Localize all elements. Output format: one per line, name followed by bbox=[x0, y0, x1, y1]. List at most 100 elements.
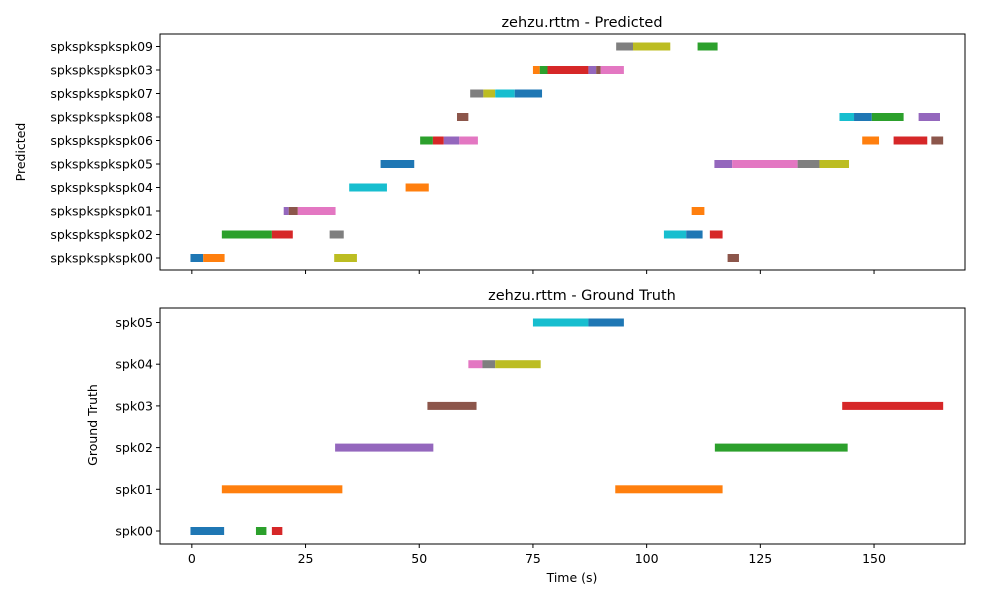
predicted-bar-spkspkspkspk06-21 bbox=[420, 136, 433, 145]
predicted-y-tick-label: spkspkspkspk03 bbox=[50, 63, 153, 78]
predicted-title: zehzu.rttm - Predicted bbox=[501, 15, 662, 31]
predicted-y-tick-label: spkspkspkspk01 bbox=[50, 204, 153, 219]
ground-truth-bar-spk04-10 bbox=[482, 360, 496, 369]
predicted-bar-spkspkspkspk03-40 bbox=[588, 66, 597, 74]
predicted-bar-spkspkspkspk05-17 bbox=[714, 160, 733, 168]
predicted-bar-spkspkspkspk01-11 bbox=[288, 207, 298, 215]
ground-truth-y-tick-label: spk04 bbox=[115, 357, 153, 372]
predicted-bar-spkspkspkspk01-12 bbox=[297, 207, 336, 215]
ground-truth-bar-spk05-12 bbox=[532, 318, 589, 327]
ground-truth-bar-spk05-13 bbox=[588, 318, 624, 327]
predicted-panel: zehzu.rttm - Predicted Predicted spkspks… bbox=[13, 15, 966, 274]
ground-truth-bar-spk00-2 bbox=[271, 527, 283, 535]
ground-truth-panel: zehzu.rttm - Ground Truth Ground Truth s… bbox=[85, 288, 966, 585]
predicted-bar-spkspkspkspk02-6 bbox=[329, 230, 344, 239]
predicted-bar-spkspkspkspk07-36 bbox=[514, 89, 543, 98]
predicted-bar-spkspkspkspk02-5 bbox=[271, 230, 293, 239]
predicted-bar-spkspkspkspk08-32 bbox=[918, 113, 940, 121]
predicted-bar-spkspkspkspk04-15 bbox=[405, 183, 429, 192]
predicted-bar-spkspkspkspk06-24 bbox=[459, 136, 478, 145]
predicted-bars bbox=[190, 42, 944, 262]
predicted-bar-spkspkspkspk08-29 bbox=[839, 113, 855, 121]
predicted-bar-spkspkspkspk01-13 bbox=[691, 207, 705, 215]
predicted-bar-spkspkspkspk07-34 bbox=[483, 89, 496, 98]
predicted-y-tick-label: spkspkspkspk04 bbox=[50, 180, 153, 195]
predicted-bar-spkspkspkspk03-42 bbox=[600, 66, 624, 74]
ground-truth-x-tick-label: 75 bbox=[525, 551, 541, 566]
predicted-bar-spkspkspkspk05-16 bbox=[380, 160, 415, 168]
ground-truth-bar-spk04-11 bbox=[495, 360, 541, 369]
predicted-bar-spkspkspkspk04-14 bbox=[349, 183, 387, 192]
predicted-bar-spkspkspkspk02-8 bbox=[686, 230, 703, 239]
predicted-bar-spkspkspkspk08-30 bbox=[854, 113, 872, 121]
predicted-bar-spkspkspkspk01-10 bbox=[283, 207, 289, 215]
predicted-bar-spkspkspkspk05-19 bbox=[797, 160, 820, 168]
predicted-bar-spkspkspkspk00-0 bbox=[190, 254, 204, 262]
predicted-bar-spkspkspkspk09-43 bbox=[616, 42, 633, 51]
predicted-bar-spkspkspkspk02-4 bbox=[221, 230, 272, 239]
ground-truth-y-tick-label: spk00 bbox=[115, 524, 153, 539]
ground-truth-bar-spk00-1 bbox=[255, 527, 267, 535]
predicted-bar-spkspkspkspk00-3 bbox=[727, 254, 739, 262]
ground-truth-y-tick-label: spk02 bbox=[115, 440, 153, 455]
predicted-y-tick-label: spkspkspkspk07 bbox=[50, 86, 153, 101]
ground-truth-bar-spk03-7 bbox=[427, 401, 477, 410]
predicted-bar-spkspkspkspk08-31 bbox=[871, 113, 904, 121]
ground-truth-plot-frame bbox=[159, 307, 966, 545]
predicted-y-ticks: spkspkspkspk00 spkspkspkspk02 spkspkspkspk… bbox=[50, 39, 160, 266]
ground-truth-bar-spk01-4 bbox=[615, 485, 723, 494]
predicted-y-tick-label: spkspkspkspk02 bbox=[50, 227, 153, 242]
predicted-bar-spkspkspkspk09-45 bbox=[697, 42, 718, 51]
predicted-plot-frame bbox=[159, 33, 966, 271]
ground-truth-x-tick-label: 50 bbox=[411, 551, 427, 566]
ground-truth-bar-spk03-8 bbox=[842, 401, 944, 410]
ground-truth-bar-spk04-9 bbox=[468, 360, 483, 369]
predicted-bar-spkspkspkspk06-22 bbox=[432, 136, 444, 145]
ground-truth-y-tick-label: spk05 bbox=[115, 315, 153, 330]
ground-truth-bar-spk01-3 bbox=[221, 485, 343, 494]
ground-truth-x-tick-label: 25 bbox=[298, 551, 314, 566]
ground-truth-x-tick-label: 125 bbox=[748, 551, 772, 566]
predicted-bar-spkspkspkspk08-28 bbox=[456, 113, 469, 121]
predicted-bar-spkspkspkspk06-23 bbox=[443, 136, 460, 145]
predicted-bar-spkspkspkspk03-37 bbox=[532, 66, 540, 74]
predicted-bar-spkspkspkspk06-25 bbox=[862, 136, 880, 145]
predicted-bar-spkspkspkspk05-18 bbox=[732, 160, 798, 168]
predicted-bar-spkspkspkspk06-27 bbox=[931, 136, 944, 145]
ground-truth-bar-spk00-0 bbox=[190, 527, 225, 535]
ground-truth-y-axis-label: Ground Truth bbox=[85, 384, 100, 466]
predicted-bar-spkspkspkspk03-41 bbox=[596, 66, 601, 74]
predicted-bar-spkspkspkspk00-1 bbox=[203, 254, 225, 262]
predicted-bar-spkspkspkspk06-26 bbox=[893, 136, 928, 145]
predicted-y-axis-label: Predicted bbox=[13, 123, 28, 182]
predicted-bar-spkspkspkspk02-9 bbox=[709, 230, 723, 239]
predicted-bar-spkspkspkspk05-20 bbox=[819, 160, 850, 168]
ground-truth-bar-spk02-5 bbox=[335, 443, 434, 452]
predicted-y-tick-label: spkspkspkspk00 bbox=[50, 251, 153, 266]
ground-truth-x-axis-label: Time (s) bbox=[546, 570, 598, 585]
predicted-bar-spkspkspkspk09-44 bbox=[632, 42, 671, 51]
ground-truth-y-tick-label: spk03 bbox=[115, 398, 153, 413]
predicted-y-tick-label: spkspkspkspk06 bbox=[50, 133, 153, 148]
predicted-bar-spkspkspkspk03-39 bbox=[547, 66, 589, 74]
predicted-y-tick-label: spkspkspkspk08 bbox=[50, 110, 153, 125]
ground-truth-title: zehzu.rttm - Ground Truth bbox=[488, 288, 676, 304]
ground-truth-y-tick-label: spk01 bbox=[115, 482, 153, 497]
predicted-y-tick-label: spkspkspkspk09 bbox=[50, 39, 153, 54]
ground-truth-bars bbox=[190, 318, 944, 535]
predicted-bar-spkspkspkspk07-35 bbox=[495, 89, 515, 98]
ground-truth-y-ticks: spk00 spk01 spk02 spk03 spk04 spk05 bbox=[115, 315, 160, 539]
ground-truth-x-tick-label: 100 bbox=[635, 551, 659, 566]
ground-truth-x-ticks: 0 25 50 75 100 125 150 bbox=[188, 544, 886, 566]
ground-truth-bar-spk02-6 bbox=[714, 443, 848, 452]
predicted-y-tick-label: spkspkspkspk05 bbox=[50, 157, 153, 172]
predicted-bar-spkspkspkspk07-33 bbox=[470, 89, 484, 98]
predicted-bar-spkspkspkspk00-2 bbox=[334, 254, 357, 262]
predicted-bar-spkspkspkspk02-7 bbox=[663, 230, 687, 239]
ground-truth-x-tick-label: 0 bbox=[188, 551, 196, 566]
ground-truth-x-tick-label: 150 bbox=[862, 551, 886, 566]
predicted-x-ticks bbox=[191, 270, 875, 274]
predicted-bar-spkspkspkspk03-38 bbox=[539, 66, 548, 74]
